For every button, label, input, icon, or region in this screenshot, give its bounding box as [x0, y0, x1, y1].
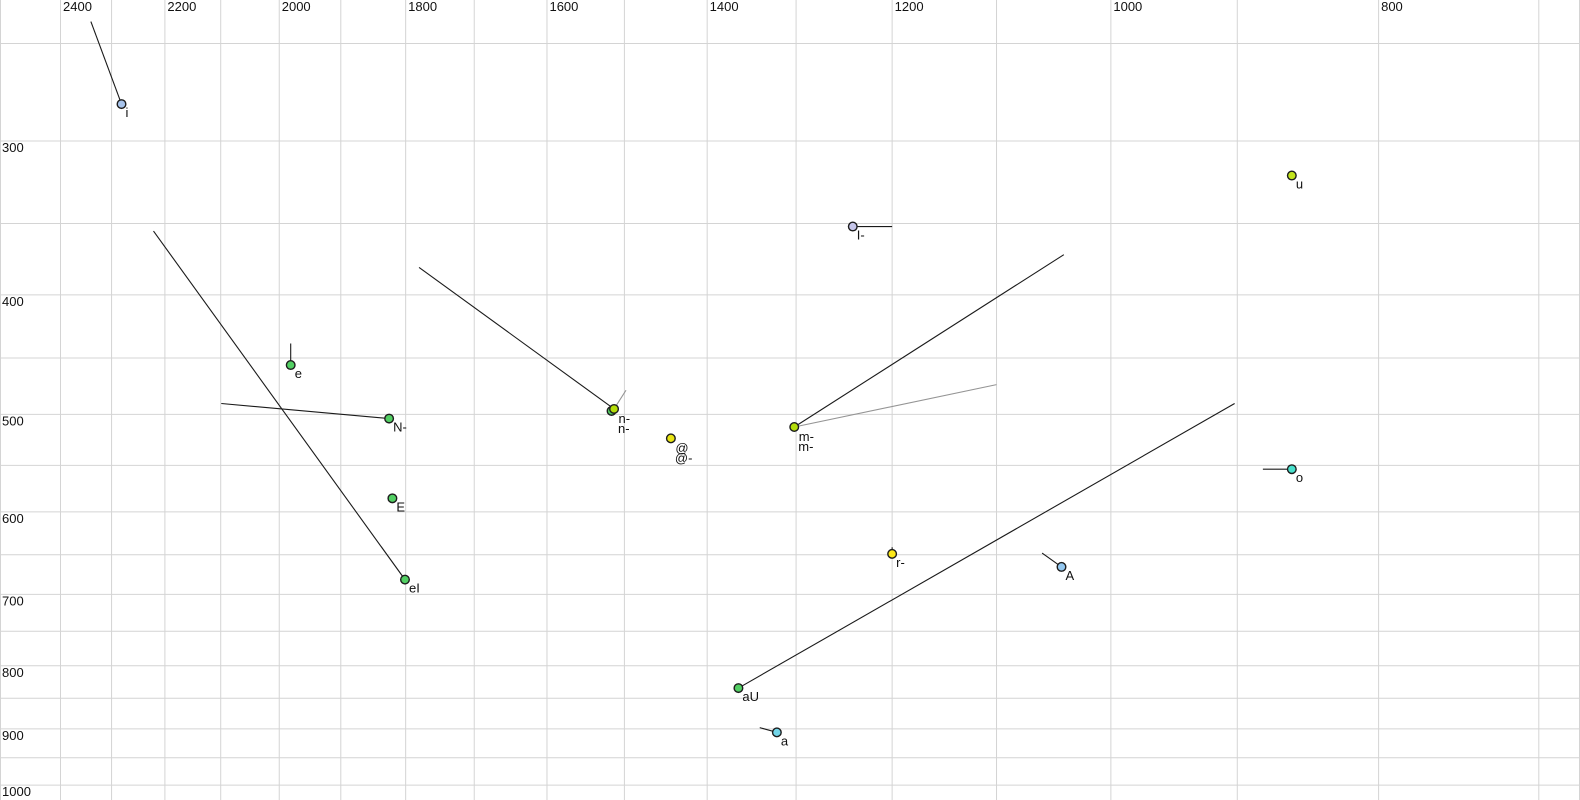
x-axis-tick-label-2000: 2000: [282, 0, 311, 14]
point-label-gray-@-: @: [675, 440, 688, 455]
point-aU[interactable]: [733, 683, 744, 694]
x-axis-tick-label-1400: 1400: [710, 0, 739, 14]
point-label-gray-n-: n-: [619, 411, 631, 426]
point-a[interactable]: [771, 727, 782, 738]
trajectory-N-: [221, 402, 390, 420]
point-label-i: i: [126, 105, 129, 120]
y-axis-tick-label-900: 900: [2, 728, 24, 743]
point-label-N-: N-: [393, 420, 407, 435]
y-axis-tick-label-700: 700: [2, 593, 24, 608]
point-N-[interactable]: [384, 413, 395, 424]
y-axis-tick-label-300: 300: [2, 140, 24, 155]
trajectory-n-: [418, 267, 615, 410]
y-axis-tick-label-500: 500: [2, 413, 24, 428]
point-label-eI: eI: [409, 581, 420, 596]
point-label-I-: I-: [857, 228, 865, 243]
x-axis-tick-label-2400: 2400: [63, 0, 92, 14]
x-axis-tick-label-1000: 1000: [1113, 0, 1142, 14]
point-label-E: E: [396, 499, 405, 514]
point-label-A: A: [1066, 568, 1075, 583]
point-i[interactable]: [116, 99, 127, 110]
point-label-a: a: [781, 733, 789, 748]
point-label-aU: aU: [742, 689, 759, 704]
point-label-m-: m-: [798, 439, 813, 454]
x-axis-tick-label-800: 800: [1381, 0, 1403, 14]
trajectory-i: [90, 21, 123, 105]
point-e[interactable]: [285, 360, 296, 371]
point-label-o: o: [1296, 470, 1303, 485]
trajectory-eI: [153, 230, 406, 580]
trajectory-aU: [738, 403, 1235, 689]
y-axis-tick-label-1000: 1000: [2, 784, 31, 799]
point-u[interactable]: [1286, 170, 1297, 181]
point-E[interactable]: [387, 493, 398, 504]
x-axis-tick-label-1800: 1800: [408, 0, 437, 14]
point-label-e: e: [295, 366, 302, 381]
y-axis-tick-label-800: 800: [2, 665, 24, 680]
x-axis-tick-label-1200: 1200: [895, 0, 924, 14]
y-axis-tick-label-400: 400: [2, 294, 24, 309]
trajectory-m--2: [794, 384, 997, 428]
point-A[interactable]: [1056, 561, 1067, 572]
point-eI[interactable]: [399, 574, 410, 585]
point-o[interactable]: [1286, 464, 1297, 475]
x-axis-tick-label-1600: 1600: [549, 0, 578, 14]
point-label-n-: n-: [618, 421, 630, 436]
x-axis-tick-label-2200: 2200: [167, 0, 196, 14]
point-label-@-: @-: [675, 450, 693, 465]
trajectory-m-: [793, 254, 1065, 428]
point-@-[interactable]: [665, 433, 676, 444]
point-I-[interactable]: [847, 221, 858, 232]
point-label-gray-m-: m-: [799, 429, 814, 444]
point-label-r-: r-: [896, 555, 905, 570]
y-axis-tick-label-600: 600: [2, 511, 24, 526]
point-label-u: u: [1296, 177, 1303, 192]
point-n-[interactable]: [609, 403, 620, 414]
point-r-[interactable]: [887, 548, 898, 559]
point-m-[interactable]: [789, 422, 800, 433]
